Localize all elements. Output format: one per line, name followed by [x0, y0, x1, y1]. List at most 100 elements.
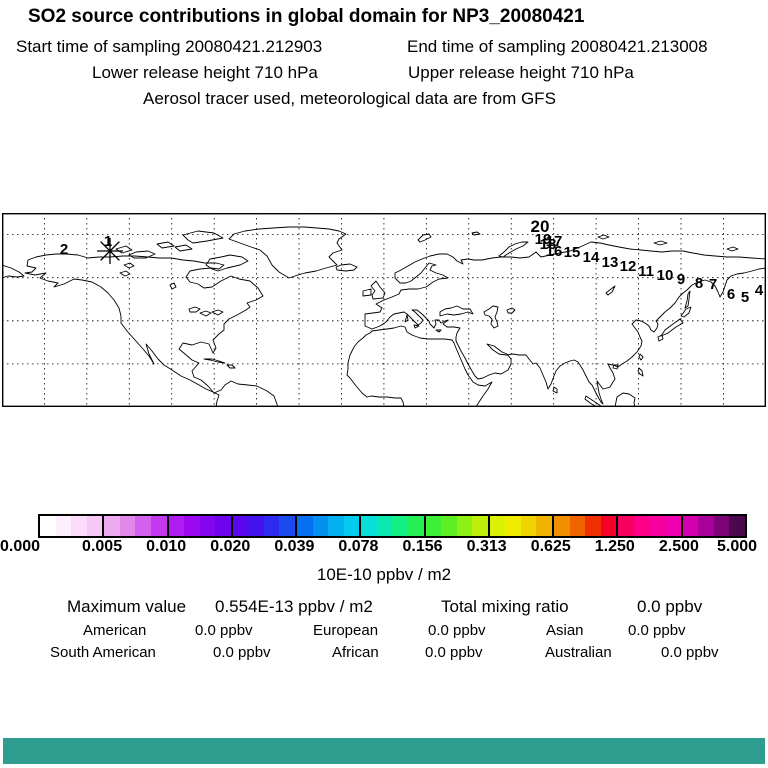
region-value-australian: 0.0 ppbv	[661, 644, 719, 661]
colorbar-cell	[698, 516, 714, 536]
colorbar-tick-label: 0.020	[210, 538, 251, 555]
colorbar-tick-label: 0.039	[274, 538, 315, 555]
trajectory-marker-2: 2	[60, 241, 68, 258]
colorbar-tick-label: 2.500	[658, 538, 699, 555]
region-value-asian: 0.0 ppbv	[628, 622, 686, 639]
trajectory-marker-19: 19	[535, 231, 552, 248]
region-value-south-american: 0.0 ppbv	[213, 644, 271, 661]
colorbar-tick-label: 0.005	[82, 538, 123, 555]
colorbar-cell	[328, 516, 344, 536]
colorbar-cell	[232, 516, 249, 536]
colorbar-tick-label: 0.010	[146, 538, 187, 555]
trajectory-marker-13: 13	[602, 254, 619, 271]
total-ratio-label: Total mixing ratio	[441, 597, 569, 616]
colorbar-tick-label: 0.078	[338, 538, 379, 555]
trajectory-marker-10: 10	[657, 267, 674, 284]
trajectory-marker-7: 7	[709, 276, 717, 293]
colorbar-cell	[168, 516, 185, 536]
colorbar-cell	[569, 516, 586, 536]
colorbar-cell	[425, 516, 442, 536]
coastline-greenland	[228, 226, 347, 279]
colorbar-tick-label: 1.250	[594, 538, 635, 555]
colorbar-cell	[71, 516, 87, 536]
colorbar-cell	[489, 516, 506, 536]
colorbar-tick-labels: 0.000 0.005 0.010 0.020 0.039 0.078 0.156 0.313…	[0, 538, 768, 556]
colorbar	[38, 514, 747, 538]
region-name-australian: Australian	[545, 644, 612, 661]
coastline-seas-lakes	[119, 262, 616, 329]
colorbar-cell	[633, 516, 650, 536]
trajectory-marker-18: 18	[540, 236, 557, 253]
colorbar-cell	[392, 516, 408, 536]
colorbar-cell	[600, 516, 619, 536]
region-value-european: 0.0 ppbv	[428, 622, 486, 639]
region-name-european: European	[313, 622, 379, 639]
colorbar-cell	[554, 516, 570, 536]
upper-release-text: Upper release height 710 hPa	[408, 63, 634, 82]
colorbar-cell	[585, 516, 601, 536]
graticule-grid	[2, 213, 766, 407]
colorbar-cell	[520, 516, 537, 536]
trajectory-marker-11: 11	[638, 263, 654, 280]
trajectory-marker-17: 17	[546, 233, 563, 250]
colorbar-cell	[40, 516, 56, 536]
colorbar-cell	[441, 516, 457, 536]
trajectory-marker-8: 8	[695, 275, 703, 292]
colorbar-cell	[729, 516, 745, 536]
colorbar-cell	[536, 516, 554, 536]
colorbar-cell	[104, 516, 120, 536]
colorbar-tick-label: 0.156	[402, 538, 443, 555]
colorbar-cell	[456, 516, 473, 536]
colorbar-tick-label: 0.000	[0, 538, 41, 555]
colorbar-cell	[361, 516, 377, 536]
colorbar-cell	[343, 516, 362, 536]
colorbar-cell	[135, 516, 151, 536]
colorbar-cell	[297, 516, 313, 536]
colorbar-cell	[215, 516, 233, 536]
colorbar-cell	[150, 516, 169, 536]
colorbar-cell	[376, 516, 393, 536]
colorbar-cell	[263, 516, 280, 536]
total-ratio-value: 0.0 ppbv	[637, 597, 703, 616]
colorbar-cell	[279, 516, 297, 536]
world-map: 1234567891011121314151617181920	[0, 212, 767, 408]
trajectory-marker-16: 16	[546, 243, 563, 260]
colorbar-cell	[664, 516, 683, 536]
region-value-american: 0.0 ppbv	[195, 622, 253, 639]
tracer-note-text: Aerosol tracer used, meteorological data…	[143, 89, 556, 108]
trajectory-marker-9: 9	[677, 271, 685, 288]
coastline-layer	[1, 226, 767, 408]
colorbar-cell	[312, 516, 329, 536]
bottom-status-bar	[3, 738, 765, 764]
colorbar-tick-label: 0.313	[466, 538, 507, 555]
colorbar-cell	[86, 516, 105, 536]
coastline-eurasia-north	[364, 241, 767, 330]
colorbar-cell	[248, 516, 264, 536]
trajectory-marker-5: 5	[741, 289, 749, 306]
trajectory-marker-4: 4	[755, 282, 764, 299]
colorbar-cell	[472, 516, 490, 536]
coastline-eurasia-south	[371, 267, 767, 405]
end-time-text: End time of sampling 20080421.213008	[407, 37, 708, 56]
colorbar-units: 10E-10 ppbv / m2	[316, 565, 452, 584]
colorbar-cell	[407, 516, 426, 536]
coastline-chukotka	[1, 264, 25, 279]
colorbar-tick-label: 5.000	[716, 538, 758, 555]
region-value-african: 0.0 ppbv	[425, 644, 483, 661]
trajectory-marker-12: 12	[620, 258, 637, 275]
colorbar-cell	[713, 516, 730, 536]
trajectory-marker-15: 15	[564, 244, 581, 261]
colorbar-cell	[618, 516, 634, 536]
coastline-islands	[203, 231, 739, 408]
source-star-icon	[100, 241, 120, 261]
max-value-label: Maximum value	[67, 597, 187, 616]
coastline-americas	[24, 253, 279, 408]
colorbar-cell	[505, 516, 521, 536]
colorbar-cell	[119, 516, 136, 536]
coastline-africa	[346, 325, 493, 408]
map-border	[1, 212, 766, 408]
colorbar-tick-label: 0.625	[530, 538, 571, 555]
colorbar-cell	[649, 516, 665, 536]
trajectory-marker-14: 14	[583, 249, 600, 266]
